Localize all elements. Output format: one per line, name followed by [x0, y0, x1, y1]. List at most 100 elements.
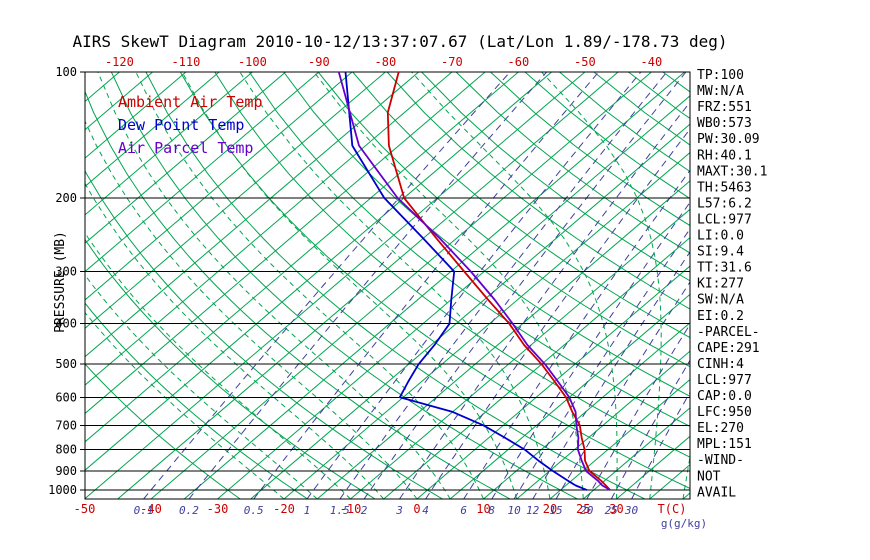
isotherm-line: [283, 151, 690, 499]
mixing-ratio-line: [363, 72, 687, 499]
pressure-tick-label: 400: [55, 317, 77, 331]
mixing-ratio-line: [513, 228, 690, 499]
ambient-air-temp-curve: [386, 72, 611, 491]
isotherm-line: [85, 72, 286, 244]
pressure-tick-label: 600: [55, 390, 77, 404]
stats-line: LCL:977: [697, 213, 752, 228]
moist-adiabat-line: [135, 72, 484, 499]
legend: Ambient Air Temp Dew Point Temp Air Parcel…: [118, 93, 263, 157]
mixing-ratio-line: [339, 72, 668, 499]
isotherm-line: [85, 72, 519, 443]
isotherm-line: [85, 72, 486, 415]
isotherm-line: [85, 72, 419, 358]
dry-adiabat-line: [421, 72, 690, 282]
stats-line: SI:9.4: [697, 245, 744, 260]
stats-line: -PARCEL-: [697, 325, 760, 340]
mixing-ratio-tick-label: 8: [488, 504, 495, 517]
pressure-tick-label: 900: [55, 464, 77, 478]
mixing-ratio-tick-label: 2: [361, 504, 368, 517]
isotherm-line: [649, 463, 690, 499]
dry-adiabat-line: [214, 72, 690, 458]
isotherm-line: [85, 72, 586, 499]
stats-line: PW:30.09: [697, 132, 760, 147]
isotherm-line: [217, 95, 690, 499]
stats-line: L57:6.2: [697, 196, 752, 211]
pressure-tick-label: 500: [55, 357, 77, 371]
top-temp-tick-label: -60: [508, 55, 530, 69]
mixing-ratio-tick-label: 12: [526, 504, 540, 517]
stats-line: TH:5463: [697, 180, 752, 195]
moist-adiabat-line: [85, 274, 318, 499]
bottom-temp-tick-label: -20: [273, 502, 295, 516]
top-temp-tick-label: -110: [171, 55, 200, 69]
top-temp-tick-label: -120: [105, 55, 134, 69]
stats-line: KI:277: [697, 277, 744, 292]
isotherm-line: [85, 72, 320, 273]
stats-line: LI:0.0: [697, 229, 744, 244]
moist-adiabat-line: [85, 120, 418, 499]
bottom-temp-tick-label: 0: [413, 502, 420, 516]
chart-axes: [80, 71, 691, 500]
moist-adiabat-line: [97, 72, 451, 499]
mixing-ratio-line: [610, 359, 690, 499]
stats-line: CINH:4: [697, 357, 744, 372]
moist-adiabat-line: [411, 72, 618, 499]
stats-line: CAP:0.0: [697, 389, 752, 404]
pressure-tick-label: 200: [55, 191, 77, 205]
isotherm-line: [85, 72, 187, 159]
stats-line: TP:100: [697, 68, 744, 83]
mixing-ratio-tick-label: 6: [460, 504, 467, 517]
mixing-ratio-line: [188, 72, 547, 499]
top-temp-tick-label: -100: [238, 55, 267, 69]
plot-border: [84, 71, 691, 500]
moist-adiabat-line: [85, 182, 385, 499]
isotherm-line: [516, 350, 690, 499]
legend-dew-point-temp: Dew Point Temp: [118, 116, 244, 134]
moist-adiabat-line: [682, 453, 690, 499]
stats-line: MW:N/A: [697, 84, 744, 99]
mixing-ratio-tick-label: 1.5: [330, 504, 350, 517]
mixing-ratio-line: [399, 101, 690, 499]
mixing-ratio-tick-label: 15: [549, 504, 562, 517]
isotherm-line: [85, 72, 220, 188]
mixing-unit-label: g(g/kg): [661, 517, 707, 530]
moist-adiabat-line: [181, 72, 518, 499]
mixing-ratio-tick-label: 0.1: [134, 504, 154, 517]
mixing-ratio-tick-label: 30: [624, 504, 639, 517]
stats-line: AVAIL: [697, 485, 736, 500]
stats-panel: TP:100MW:N/AFRZ:551WB0:573PW:30.09RH:40.…: [697, 68, 767, 500]
stats-line: -WIND-: [697, 453, 744, 468]
bottom-temp-tick-label: -10: [340, 502, 362, 516]
isotherm-line: [582, 407, 690, 499]
mixing-ratio-line: [491, 201, 690, 499]
moist-adiabat-line: [85, 311, 285, 499]
stats-line: FRZ:551: [697, 100, 752, 115]
top-temp-tick-label: -70: [441, 55, 463, 69]
isotherm-line: [250, 123, 690, 499]
top-temp-tick-label: -50: [574, 55, 596, 69]
stats-line: RH:40.1: [697, 148, 752, 163]
isotherm-line: [383, 236, 690, 499]
pressure-tick-label: 100: [55, 65, 77, 79]
air-parcel-temp-curve: [337, 72, 611, 491]
dry-adiabat-line: [352, 72, 690, 339]
chart-title: AIRS SkewT Diagram 2010-10-12/13:37:07.6…: [72, 32, 727, 51]
dry-adiabat-line: [85, 363, 241, 499]
dry-adiabat-line: [145, 72, 646, 499]
sounding-curves: [337, 72, 611, 491]
mixing-ratio-line: [555, 281, 690, 499]
mixing-ratio-tick-label: 1: [304, 504, 311, 517]
chart-gridlines: [85, 72, 690, 499]
pressure-tick-label: 800: [55, 443, 77, 457]
moist-adiabat-line: [541, 72, 662, 499]
dry-adiabat-line: [179, 72, 690, 490]
mixing-ratio-line: [586, 323, 690, 499]
dry-adiabat-line: [662, 72, 690, 93]
dry-adiabat-line: [455, 72, 690, 254]
dew-point-temp-curve: [344, 72, 588, 491]
isotherm-line: [483, 322, 690, 499]
stats-line: LCL:977: [697, 373, 752, 388]
